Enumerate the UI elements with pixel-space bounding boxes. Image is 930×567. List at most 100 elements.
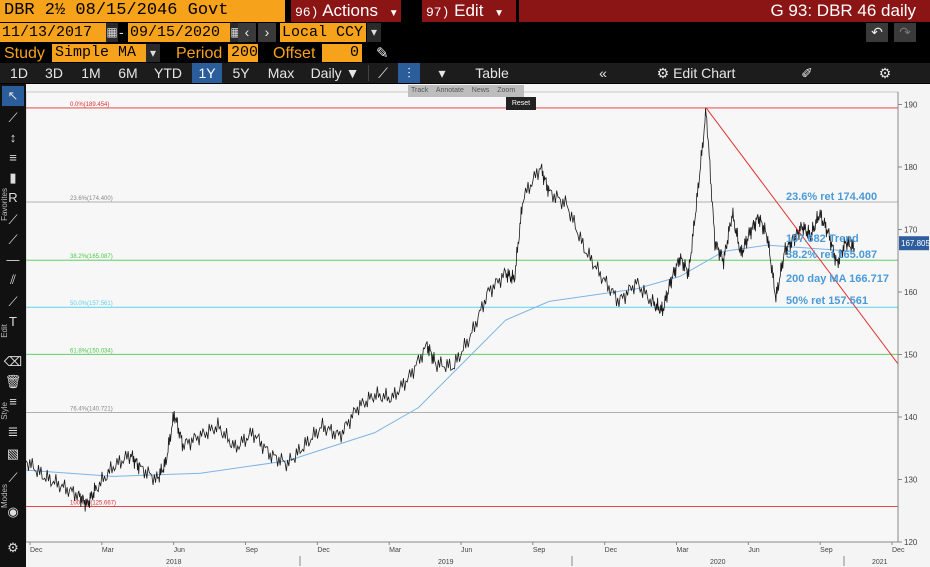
trend-line-icon[interactable]: ⟋: [8, 212, 18, 227]
y-tick-label: 130: [904, 476, 918, 485]
price-line: [25, 108, 855, 512]
horizontal-line-icon[interactable]: —: [6, 252, 20, 267]
channel-icon[interactable]: ⫽: [10, 272, 16, 287]
period-6m[interactable]: 6M: [118, 65, 138, 81]
x-tick-label: Sep: [246, 547, 259, 554]
chart-type-dropdown-icon[interactable]: ▾: [438, 65, 446, 81]
x-tick-label: Dec: [892, 547, 905, 554]
edit-number: 97): [426, 5, 450, 20]
reset-button[interactable]: Reset: [506, 97, 536, 110]
actions-menu-button[interactable]: 96) Actions ▼: [291, 0, 401, 22]
x-year-label: 2020: [710, 559, 726, 566]
chart-area[interactable]: 0.0%(189.454) 23.6%(174.400) 38.2%(165.087…: [25, 84, 930, 567]
pencil-tool-icon[interactable]: ⟋: [8, 110, 18, 125]
x-year-label: 2019: [438, 559, 454, 566]
ruler-icon[interactable]: ⟋: [8, 470, 18, 485]
calendar-icon[interactable]: ▦: [106, 23, 118, 42]
line-width-icon[interactable]: ≡: [9, 394, 17, 409]
x-tick-label: Jun: [461, 547, 472, 554]
edit-label: Edit: [0, 324, 9, 338]
period-3d[interactable]: 3D: [45, 65, 63, 81]
x-tick-label: Mar: [389, 547, 402, 554]
color-icon[interactable]: ▧: [6, 446, 20, 461]
fib-tool-icon[interactable]: ↕: [9, 130, 17, 145]
study-dropdown-icon[interactable]: ▾: [146, 44, 160, 62]
mini-news[interactable]: News: [471, 87, 490, 94]
start-date-field[interactable]: 11/13/2017: [0, 23, 106, 42]
actions-label: Actions: [322, 1, 378, 20]
offset-label: Offset: [273, 45, 316, 62]
period-5y[interactable]: 5Y: [232, 65, 250, 81]
redo-icon[interactable]: ↷: [894, 23, 916, 42]
period-field[interactable]: 200: [228, 44, 258, 62]
price-series: [25, 108, 855, 512]
fib-retracement-icon[interactable]: ≡: [9, 150, 17, 165]
actions-number: 96): [295, 5, 319, 20]
prev-range-button[interactable]: ‹: [238, 23, 256, 42]
offset-field[interactable]: 0: [322, 44, 362, 62]
period-max[interactable]: Max: [267, 65, 295, 81]
settings-gear-icon[interactable]: ⚙: [878, 65, 892, 81]
period-1m[interactable]: 1M: [81, 65, 101, 81]
line-chart-icon[interactable]: ⟋: [378, 65, 388, 81]
mini-annotate[interactable]: Annotate: [435, 87, 464, 94]
draw-line-icon[interactable]: ⟋: [8, 294, 18, 309]
edit-chart-icon: ⚙: [656, 65, 670, 81]
drawing-toolbar: ↖ ⟋ ↕ ≡ ▮ R Favorites ⟋ ⟋ — ⫽ ⟋ T Edit ⌫…: [0, 84, 26, 567]
period-ytd[interactable]: YTD: [154, 65, 182, 81]
fib-level-label: 23.6%(174.400): [70, 196, 113, 202]
top-bar: DBR 2½ 08/15/2046 Govt 96) Actions ▼ 97)…: [0, 0, 930, 22]
next-range-button[interactable]: ›: [258, 23, 276, 42]
eraser-icon[interactable]: ⌫: [3, 354, 23, 369]
line-style-icon[interactable]: ≣: [7, 424, 19, 439]
fib-level-label: 38.2%(165.087): [70, 254, 113, 260]
period-1y[interactable]: 1Y: [192, 63, 222, 83]
text-tool-icon[interactable]: T: [9, 314, 17, 329]
last-price-label: 167.805: [901, 239, 930, 248]
caret-down-icon: ▼: [345, 65, 360, 81]
x-tick-label: Dec: [605, 547, 618, 554]
x-tick-label: Sep: [533, 547, 546, 554]
highlight-icon[interactable]: ▮: [9, 170, 17, 185]
security-field[interactable]: DBR 2½ 08/15/2046 Govt: [0, 0, 285, 22]
chart-grid: [25, 91, 899, 543]
price-chart[interactable]: 0.0%(189.454) 23.6%(174.400) 38.2%(165.087…: [25, 84, 930, 567]
text-r-icon[interactable]: R: [8, 190, 18, 205]
pencil-icon[interactable]: ✎: [376, 45, 389, 62]
edit-menu-button[interactable]: 97) Edit ▼: [422, 0, 516, 22]
caret-down-icon: ▼: [388, 8, 399, 19]
currency-field[interactable]: Local CCY: [280, 23, 366, 42]
annotate-icon[interactable]: ✐: [801, 65, 813, 81]
frequency-label: Daily: [310, 65, 342, 81]
end-date-field[interactable]: 09/15/2020: [128, 23, 230, 42]
x-tick-label: Sep: [820, 547, 833, 554]
trend-line[interactable]: [705, 107, 899, 365]
ray-line-icon[interactable]: ⟋: [8, 232, 18, 247]
study-field[interactable]: Simple MA: [52, 44, 146, 62]
undo-icon[interactable]: ↶: [866, 23, 888, 42]
pointer-icon[interactable]: ↖: [2, 86, 24, 106]
toolbar-divider: [368, 65, 369, 81]
currency-dropdown-icon[interactable]: ▾: [367, 23, 381, 42]
x-tick-label: Jun: [748, 547, 759, 554]
period-label: Period: [176, 45, 223, 62]
settings-icon[interactable]: ⚙: [7, 540, 19, 555]
y-tick-label: 160: [904, 288, 918, 297]
y-tick-label: 190: [904, 101, 918, 110]
collapse-icon[interactable]: «: [599, 65, 607, 81]
y-tick-label: 120: [904, 538, 918, 547]
edit-chart-button[interactable]: ⚙ Edit Chart: [648, 63, 744, 83]
frequency-dropdown[interactable]: Daily ▼: [304, 63, 366, 83]
magnet-icon[interactable]: ◉: [7, 504, 19, 519]
chart-toolbar: 1D 3D 1M 6M YTD 1Y 5Y Max Daily ▼ ⟋ ⫶ ▾ …: [0, 63, 930, 83]
trash-icon[interactable]: 🗑: [4, 374, 22, 389]
annotation-label: 38.2% ret 165.087: [786, 249, 877, 261]
fib-levels: 0.0%(189.454) 23.6%(174.400) 38.2%(165.087…: [26, 102, 898, 508]
table-button[interactable]: Table: [475, 65, 509, 81]
period-1d[interactable]: 1D: [10, 65, 28, 81]
ma-line: [25, 244, 855, 477]
mini-zoom[interactable]: Zoom: [497, 87, 516, 94]
mini-track[interactable]: Track: [411, 87, 429, 94]
bar-chart-icon[interactable]: ⫶: [398, 63, 420, 83]
trend-line-segment: [705, 107, 899, 365]
